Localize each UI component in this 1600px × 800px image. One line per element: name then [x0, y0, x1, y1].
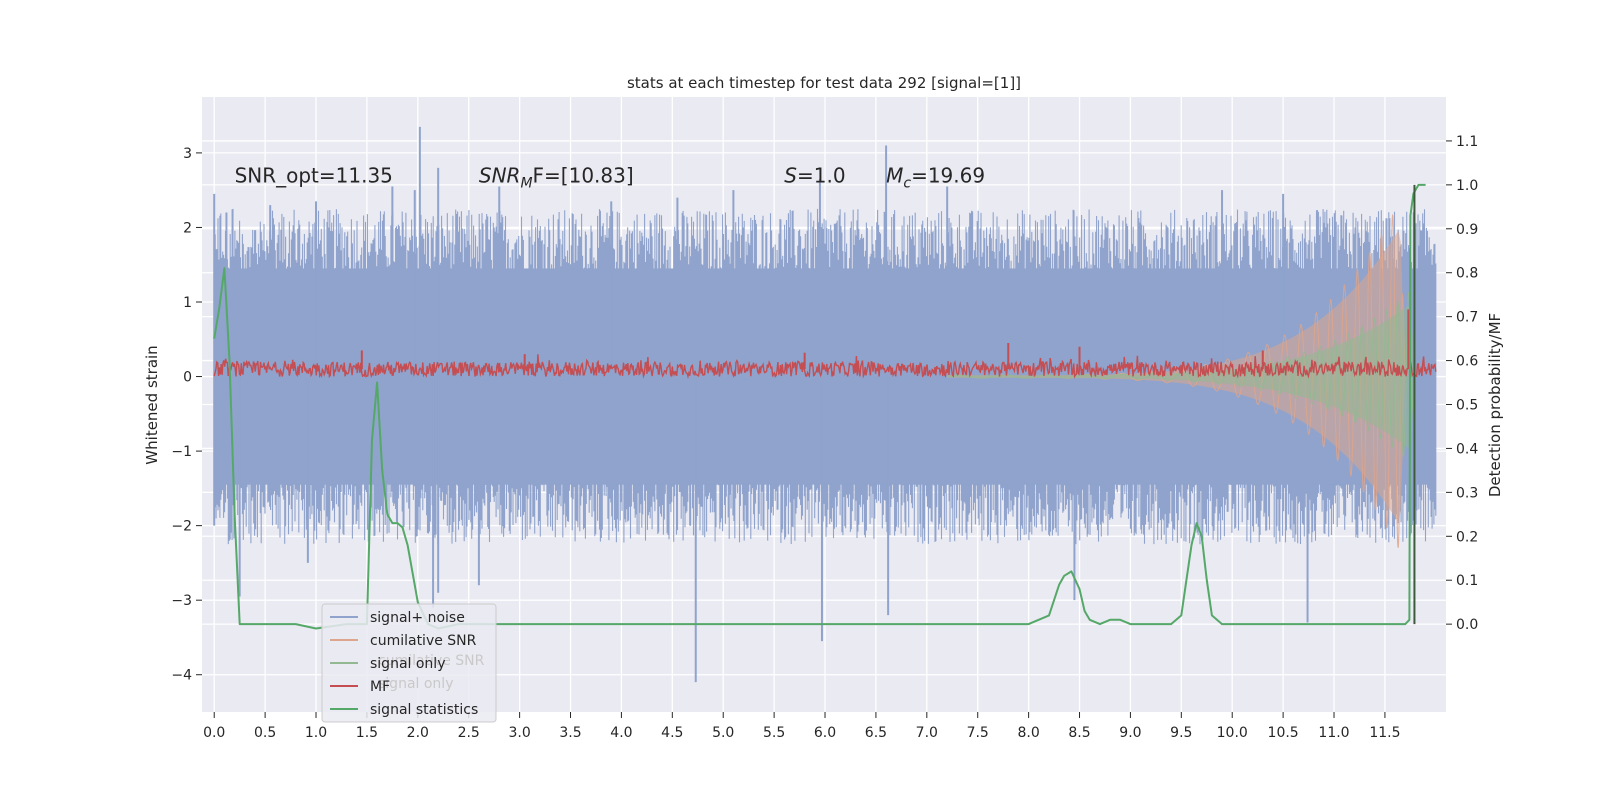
x-tick-label: 11.0 [1318, 725, 1349, 741]
annotations: SNR_opt=11.35 SNRMF=[10.83] S=1.0 Mc=19.69 [235, 164, 986, 192]
series-mf [213, 309, 1437, 379]
legend-ghost-label: cumilative SNR [378, 653, 485, 669]
legend-label: cumilative SNR [370, 633, 477, 649]
annotation-s: S=1.0 [784, 164, 845, 188]
annotation-snr-opt: SNR_opt=11.35 [235, 164, 393, 188]
legend-label: signal+ noise [370, 610, 465, 626]
series-signal-statistics [213, 183, 1426, 630]
y-tick-label: −4 [171, 668, 192, 684]
legend-label: signal statistics [370, 702, 478, 718]
y2-tick-label: 0.3 [1456, 485, 1478, 501]
signal-statistics-line [213, 183, 1426, 630]
x-axis: 0.0 0.5 1.0 1.5 2.0 2.5 3.0 3.5 4.0 4.5 5.0 5.5 6.0 6… [203, 712, 1401, 741]
x-tick-label: 2.0 [407, 725, 429, 741]
series-layer [213, 126, 1437, 683]
y-tick-label: −1 [171, 444, 192, 460]
y-axis-right: 0.0 0.1 0.2 0.3 0.4 0.5 0.6 0.7 0.8 0.9 1.0 1.1 [1446, 134, 1478, 633]
chart-title: stats at each timestep for test data 292… [627, 74, 1021, 92]
x-tick-label: 9.5 [1170, 725, 1192, 741]
y-axis-left: −4 −3 −2 −1 0 1 2 3 [171, 146, 202, 684]
y-tick-label: −2 [171, 519, 192, 535]
y-tick-label: 1 [183, 295, 192, 311]
legend-ghost-label: signal only [378, 676, 453, 692]
y-tick-label: −3 [171, 593, 192, 609]
legend-box [321, 603, 497, 723]
x-tick-label: 1.0 [305, 725, 327, 741]
annotation-snr-mf: SNRMF=[10.83] [479, 164, 634, 192]
x-tick-label: 6.5 [865, 725, 887, 741]
x-tick-label: 5.5 [763, 725, 785, 741]
x-tick-label: 5.0 [712, 725, 734, 741]
legend-label: MF [370, 679, 390, 695]
y-tick-label: 3 [183, 146, 192, 162]
x-tick-label: 8.0 [1017, 725, 1039, 741]
x-tick-label: 2.5 [458, 725, 480, 741]
x-tick-label: 0.0 [203, 725, 225, 741]
y2-tick-label: 1.1 [1456, 134, 1478, 150]
x-tick-label: 11.5 [1369, 725, 1400, 741]
y2-tick-label: 0.8 [1456, 266, 1478, 282]
y-tick-label: 0 [183, 370, 192, 386]
x-tick-label: 4.0 [610, 725, 632, 741]
y2-tick-label: 0.4 [1456, 441, 1478, 457]
y2-tick-label: 1.0 [1456, 178, 1478, 194]
mf-trace [213, 354, 1437, 379]
x-tick-label: 10.0 [1217, 725, 1248, 741]
x-tick-label: 3.0 [508, 725, 530, 741]
x-tick-label: 0.5 [254, 725, 276, 741]
x-tick-label: 6.0 [814, 725, 836, 741]
y2-tick-label: 0.6 [1456, 354, 1478, 370]
x-tick-label: 9.0 [1119, 725, 1141, 741]
x-tick-label: 8.5 [1068, 725, 1090, 741]
y2-tick-label: 0.9 [1456, 222, 1478, 238]
x-tick-label: 3.5 [559, 725, 581, 741]
x-tick-label: 1.5 [356, 725, 378, 741]
x-tick-label: 7.0 [916, 725, 938, 741]
y-tick-label: 2 [183, 220, 192, 236]
y2-tick-label: 0.5 [1456, 398, 1478, 414]
y2-tick-label: 0.1 [1456, 573, 1478, 589]
x-tick-label: 7.5 [967, 725, 989, 741]
legend-label: signal only [370, 656, 445, 672]
y2-tick-label: 0.2 [1456, 529, 1478, 545]
annotation-mc: Mc=19.69 [886, 164, 985, 192]
x-tick-label: 4.5 [661, 725, 683, 741]
y2-tick-label: 0.7 [1456, 310, 1478, 326]
y2-tick-label: 0.0 [1456, 617, 1478, 633]
y-axis-label: Whitened strain [143, 345, 161, 464]
y2-axis-label: Detection probability/MF [1486, 313, 1504, 497]
series-signal-only-fill [947, 305, 1416, 448]
x-tick-label: 10.5 [1268, 725, 1299, 741]
